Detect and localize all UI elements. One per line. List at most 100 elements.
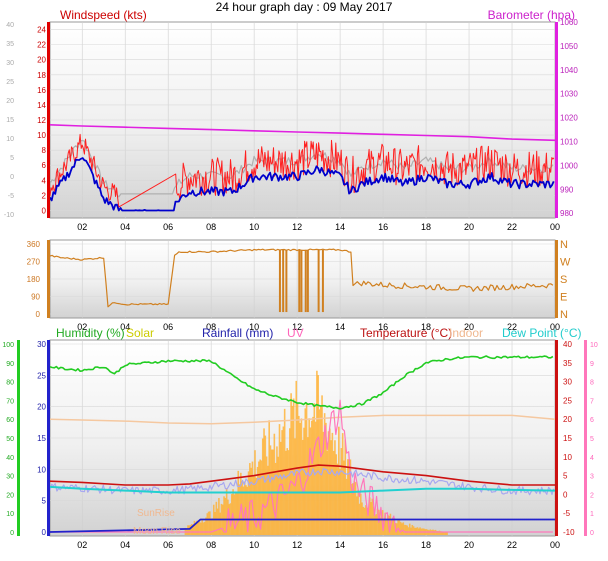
direction-axis-bar xyxy=(47,240,50,318)
x-tick-label: 00 xyxy=(550,322,560,332)
indoor-series xyxy=(49,414,556,425)
barometer-tick: 990 xyxy=(560,185,574,194)
temperature-tick: 25 xyxy=(563,396,572,405)
barometer-tick: 1020 xyxy=(560,114,578,123)
dewpoint-series xyxy=(49,485,556,494)
compass-tick: N xyxy=(560,309,568,321)
temperature-tick: -5 xyxy=(563,509,571,518)
legend-dewpoint: Dew Point (°C) xyxy=(502,326,581,340)
uv-tick: 7 xyxy=(590,398,594,405)
outer-speed-tick: 35 xyxy=(6,41,14,48)
rainfall-axis-bar xyxy=(47,340,50,536)
outer-speed-tick: 20 xyxy=(6,98,14,105)
x-tick-label: 22 xyxy=(507,540,517,550)
humidity-tick: 60 xyxy=(6,417,14,424)
moonrise-annotation: Moon Rise xyxy=(133,526,181,537)
humidity-tick: 40 xyxy=(6,455,14,462)
x-tick-label: 10 xyxy=(249,540,259,550)
uv-tick: 9 xyxy=(590,361,594,368)
x-tick-label: 14 xyxy=(335,222,345,232)
rainfall-tick: 5 xyxy=(42,497,47,506)
humidity-tick: 70 xyxy=(6,398,14,405)
x-tick-label: 20 xyxy=(464,540,474,550)
windspeed-tick: 18 xyxy=(37,71,46,80)
temperature-tick: 40 xyxy=(563,340,572,349)
x-tick-label: 18 xyxy=(421,322,431,332)
x-tick-label: 10 xyxy=(249,322,259,332)
outer-speed-tick: 30 xyxy=(6,60,14,67)
windspeed-tick: 4 xyxy=(42,176,47,185)
compass-tick: E xyxy=(560,292,567,304)
x-tick-label: 12 xyxy=(292,322,302,332)
windspeed-axis-label: Windspeed (kts) xyxy=(60,8,147,22)
windspeed-tick: 12 xyxy=(37,116,46,125)
rainfall-tick: 15 xyxy=(37,434,46,443)
x-tick-label: 20 xyxy=(464,322,474,332)
legend-solar: Solar xyxy=(126,326,154,340)
windspeed-tick: 10 xyxy=(37,131,46,140)
uv-tick: 5 xyxy=(590,436,594,443)
barometer-axis-label: Barometer (hpa) xyxy=(488,8,575,22)
barometer-tick: 1040 xyxy=(560,66,578,75)
temperature-tick: 35 xyxy=(563,359,572,368)
outer-speed-tick: -5 xyxy=(8,193,14,200)
humidity-tick: 80 xyxy=(6,380,14,387)
outer-speed-tick: 15 xyxy=(6,117,14,124)
humidity-tick: 0 xyxy=(10,530,14,537)
barometer-tick: 1010 xyxy=(560,138,578,147)
uv-series xyxy=(50,399,553,533)
sunrise-annotation: SunRise xyxy=(137,508,175,519)
legend-indoor: Indoor xyxy=(449,326,483,340)
uv-tick: 10 xyxy=(590,342,598,349)
temperature-tick: 15 xyxy=(563,434,572,443)
x-tick-label: 00 xyxy=(550,222,560,232)
humidity-tick: 10 xyxy=(6,511,14,518)
direction-tick: 90 xyxy=(31,293,40,302)
uv-axis-bar xyxy=(584,340,587,536)
barometer-tick: 1050 xyxy=(560,42,578,51)
outer-speed-tick: 25 xyxy=(6,79,14,86)
x-tick-label: 16 xyxy=(378,222,388,232)
humidity-tick: 20 xyxy=(6,492,14,499)
windspeed-tick: 14 xyxy=(37,101,46,110)
x-tick-label: 18 xyxy=(421,540,431,550)
temperature-tick: -10 xyxy=(563,528,575,537)
compass-axis-bar xyxy=(555,240,558,318)
humidity-tick: 90 xyxy=(6,361,14,368)
windspeed-series xyxy=(49,157,555,212)
feels-like-series xyxy=(49,467,555,496)
humidity-series xyxy=(49,355,554,410)
humidity-tick: 100 xyxy=(2,342,14,349)
outer-speed-tick: 5 xyxy=(10,155,14,162)
x-tick-label: 12 xyxy=(292,540,302,550)
rainfall-tick: 20 xyxy=(37,403,46,412)
windspeed-tick: 22 xyxy=(37,41,46,50)
legend-humidity: Humidity (%) xyxy=(56,326,125,340)
x-tick-label: 02 xyxy=(77,540,87,550)
x-tick-label: 06 xyxy=(163,540,173,550)
uv-tick: 4 xyxy=(590,455,594,462)
x-tick-label: 22 xyxy=(507,322,517,332)
outer-speed-tick: 10 xyxy=(6,136,14,143)
x-tick-label: 14 xyxy=(335,540,345,550)
barometer-series xyxy=(49,124,556,142)
rainfall-tick: 25 xyxy=(37,371,46,380)
direction-tick: 270 xyxy=(27,258,41,267)
page-title: 24 hour graph day : 09 May 2017 xyxy=(215,0,393,14)
outer-speed-tick: -10 xyxy=(4,212,14,219)
uv-tick: 8 xyxy=(590,380,594,387)
barometer-tick: 1060 xyxy=(560,18,578,27)
x-tick-label: 08 xyxy=(206,322,216,332)
windspeed-tick: 6 xyxy=(42,161,47,170)
temperature-tick: 0 xyxy=(563,490,568,499)
direction-tick: 180 xyxy=(27,275,41,284)
temperature-axis-bar xyxy=(555,340,558,536)
windspeed-tick: 20 xyxy=(37,56,46,65)
x-tick-label: 08 xyxy=(206,222,216,232)
compass-tick: S xyxy=(560,274,567,286)
x-tick-label: 02 xyxy=(77,222,87,232)
rainfall-tick: 10 xyxy=(37,465,46,474)
uv-tick: 2 xyxy=(590,492,594,499)
windspeed-tick: 16 xyxy=(37,86,46,95)
